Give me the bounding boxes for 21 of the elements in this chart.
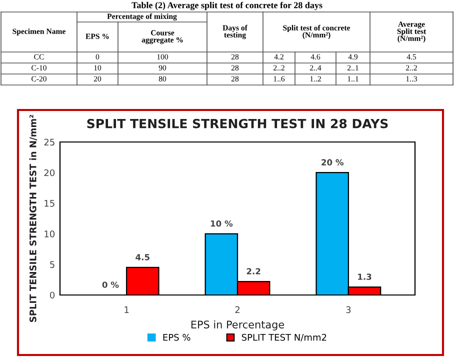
chart-title: SPLIT TENSILE STRENGTH TEST IN 28 DAYS bbox=[87, 118, 388, 128]
x-tick-label: 2 bbox=[235, 306, 240, 313]
data-label: 20 % bbox=[322, 159, 344, 166]
y-tick-label: 5 bbox=[50, 261, 54, 268]
data-label: 0 % bbox=[102, 282, 119, 288]
y-tick-label: 20 bbox=[44, 169, 55, 176]
legend-label: SPLIT TEST N/mm2 bbox=[242, 334, 326, 342]
legend-label: EPS % bbox=[163, 334, 190, 341]
y-tick-label: 0 bbox=[50, 292, 55, 299]
x-tick-label: 1 bbox=[124, 306, 129, 313]
data-label: 4.5 bbox=[136, 254, 150, 260]
data-label: 2.2 bbox=[246, 268, 260, 274]
y-tick-label: 15 bbox=[44, 200, 54, 207]
y-tick-label: 10 bbox=[44, 230, 55, 238]
text: Table (2) Average split test of concrete for 28 days bbox=[132, 2, 322, 10]
data-label: 10 % bbox=[210, 220, 233, 227]
y-tick-label: 25 bbox=[44, 138, 54, 146]
x-tick-label: 3 bbox=[346, 306, 351, 314]
data-label: 1.3 bbox=[358, 274, 372, 280]
x-axis-title: EPS in Percentage bbox=[191, 320, 284, 330]
y-axis-title: SPLIT TENSILE STRENGTH TEST in N/mm² bbox=[29, 114, 38, 322]
